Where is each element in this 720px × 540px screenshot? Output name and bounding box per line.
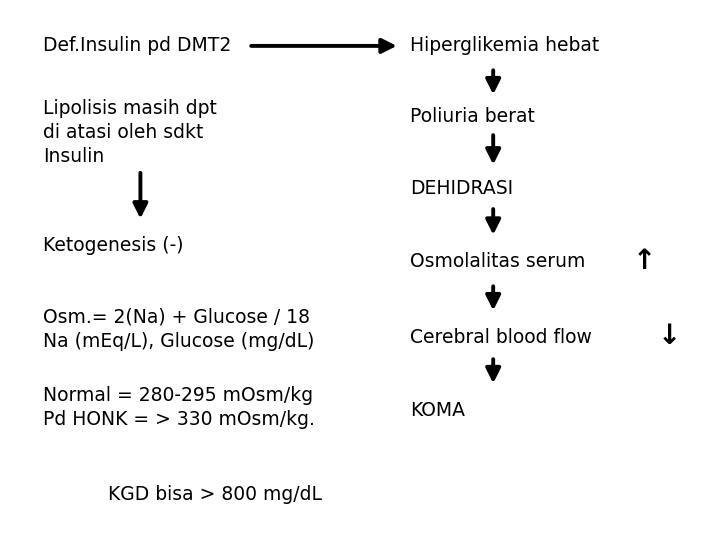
Text: Poliuria berat: Poliuria berat: [410, 106, 535, 126]
Text: ↑: ↑: [632, 247, 655, 275]
Text: Osm.= 2(Na) + Glucose / 18
Na (mEq/L), Glucose (mg/dL): Osm.= 2(Na) + Glucose / 18 Na (mEq/L), G…: [43, 308, 315, 351]
Text: Osmolalitas serum: Osmolalitas serum: [410, 252, 586, 272]
Text: KGD bisa > 800 mg/dL: KGD bisa > 800 mg/dL: [108, 484, 322, 504]
Text: Ketogenesis (-): Ketogenesis (-): [43, 236, 184, 255]
Text: KOMA: KOMA: [410, 401, 465, 420]
Text: Hiperglikemia hebat: Hiperglikemia hebat: [410, 36, 600, 56]
Text: Lipolisis masih dpt
di atasi oleh sdkt
Insulin: Lipolisis masih dpt di atasi oleh sdkt I…: [43, 98, 217, 166]
Text: Normal = 280-295 mOsm/kg
Pd HONK = > 330 mOsm/kg.: Normal = 280-295 mOsm/kg Pd HONK = > 330…: [43, 386, 315, 429]
Text: Cerebral blood flow: Cerebral blood flow: [410, 328, 593, 347]
Text: DEHIDRASI: DEHIDRASI: [410, 179, 513, 199]
Text: Def.Insulin pd DMT2: Def.Insulin pd DMT2: [43, 36, 231, 56]
Text: ↓: ↓: [657, 322, 680, 350]
